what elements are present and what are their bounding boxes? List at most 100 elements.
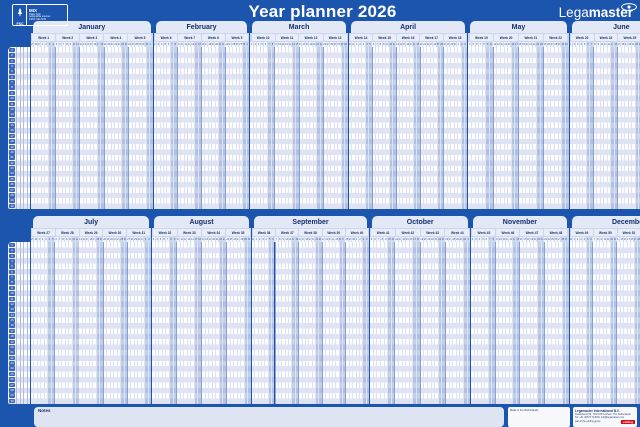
day-cell — [250, 47, 254, 209]
date-cell: 7 — [479, 42, 483, 47]
date-cell: 19 — [416, 42, 420, 47]
date-cell: 9 — [69, 42, 73, 47]
date-row: 2 3 4 5 6 7 8 9 10 11 12 13 14 15 16 17 18 19 20 21 22 23 24 25… — [153, 42, 250, 47]
row-number-strip: 1 2 3 4 5 6 7 8 9 10 11 12 13 14 15 16 17 18 19 20 21 22 23 24 2… — [8, 242, 16, 404]
day-cell — [513, 242, 517, 404]
date-cell: 23 — [113, 237, 117, 242]
day-cell — [569, 242, 573, 404]
day-cell — [393, 47, 396, 209]
date-cell: 29 — [31, 237, 35, 242]
date-cell: 17 — [514, 42, 519, 47]
date-cell: 18 — [100, 42, 104, 47]
day-cell — [523, 242, 528, 404]
week-label: Week 4 — [104, 33, 128, 42]
date-cell: 9 — [600, 237, 604, 242]
day-cell — [410, 47, 414, 209]
day-cell — [96, 242, 101, 404]
date-cell: 12 — [505, 237, 510, 242]
date-cell: 8 — [380, 237, 385, 242]
date-cell: 15 — [198, 42, 202, 47]
date-cell: 23 — [328, 237, 333, 242]
day-cell — [93, 242, 97, 404]
day-cell — [423, 47, 428, 209]
date-cell: 12 — [79, 42, 84, 47]
date-cell: 4 — [160, 42, 164, 47]
row-number-chip: 21 — [9, 155, 15, 160]
date-cell: 30 — [453, 42, 458, 47]
date-cell: 27 — [558, 237, 562, 242]
day-cell — [251, 242, 256, 404]
day-cell — [138, 242, 142, 404]
date-cell: 10 — [278, 42, 282, 47]
day-cell — [349, 242, 354, 404]
day-cell — [312, 242, 317, 404]
date-cell: 1 — [148, 42, 153, 47]
day-cell — [326, 242, 330, 404]
day-cell — [611, 47, 615, 209]
day-cell — [229, 47, 234, 209]
date-cell: 2 — [153, 42, 158, 47]
date-cell: 21 — [322, 237, 326, 242]
day-cell — [399, 242, 403, 404]
date-cell: 15 — [402, 42, 407, 47]
date-cell: 6 — [167, 42, 171, 47]
planner-bottom-half: 1 2 3 4 5 6 7 8 9 10 11 12 13 14 15 16 17 18 19 20 21 22 23 24 2… — [8, 216, 640, 404]
day-cell — [537, 47, 541, 209]
date-cell: 24 — [121, 42, 125, 47]
day-cell — [544, 242, 549, 404]
date-cell: 28 — [240, 237, 244, 242]
day-cell — [384, 242, 389, 404]
row-number-chip: 23 — [9, 361, 15, 366]
month-tab-row: April — [349, 21, 468, 33]
day-cell — [177, 242, 181, 404]
month-tab: January — [33, 21, 151, 33]
day-cell — [499, 242, 503, 404]
day-cell — [306, 47, 311, 209]
left-spacer — [8, 216, 30, 242]
date-cell: 25 — [330, 42, 334, 47]
week-label: Week 34 — [202, 228, 226, 237]
day-cell — [621, 47, 626, 209]
day-cell — [482, 47, 487, 209]
day-cell — [402, 242, 407, 404]
date-cell: 15 — [507, 42, 512, 47]
date-cell: 6 — [589, 237, 594, 242]
row-number-chip: 9 — [9, 90, 15, 96]
date-cell: 8 — [61, 237, 66, 242]
date-cell: 19 — [530, 237, 534, 242]
day-cell — [37, 242, 42, 404]
months-area: January Week 1 Week 2 Week 3 Week 4 Week 5 29 3… — [30, 21, 640, 209]
month-tab-row: February — [154, 21, 250, 33]
date-cell: 19 — [633, 237, 638, 242]
day-cell — [369, 47, 372, 209]
week-column — [593, 242, 618, 404]
week-column — [103, 242, 128, 404]
day-cell — [253, 47, 258, 209]
week-column — [396, 47, 421, 209]
date-cell: 12 — [392, 42, 397, 47]
week-column — [569, 47, 594, 209]
date-cell: 1 — [355, 237, 359, 242]
date-cell: 2 — [358, 42, 363, 47]
month-tab: September — [253, 216, 368, 228]
date-cell: 31 — [565, 42, 569, 47]
date-cell: 28 — [130, 237, 135, 242]
row-number-chip: 28 — [9, 192, 15, 198]
row-number-chip: 28 — [9, 387, 15, 393]
date-cell: 17 — [96, 42, 101, 47]
day-cell — [533, 47, 538, 209]
day-cell — [97, 47, 102, 209]
edding-logo: edding — [621, 419, 635, 424]
day-cell — [83, 47, 88, 209]
day-cell — [464, 242, 468, 404]
date-cell: 3 — [152, 237, 156, 242]
week-column — [324, 47, 348, 209]
date-cell: 18 — [208, 42, 212, 47]
date-row: 2 3 4 5 6 7 8 9 10 11 12 13 14 15 16 17 18 19 20 21 22 23 24 25… — [471, 237, 569, 242]
day-cell — [427, 47, 431, 209]
date-cell: 3 — [157, 42, 161, 47]
day-cell — [572, 242, 577, 404]
month-april: April Week 14 Week 15 Week 16 Week 17 Week 18… — [348, 21, 468, 209]
date-cell: 26 — [440, 42, 444, 47]
day-cell — [430, 47, 435, 209]
